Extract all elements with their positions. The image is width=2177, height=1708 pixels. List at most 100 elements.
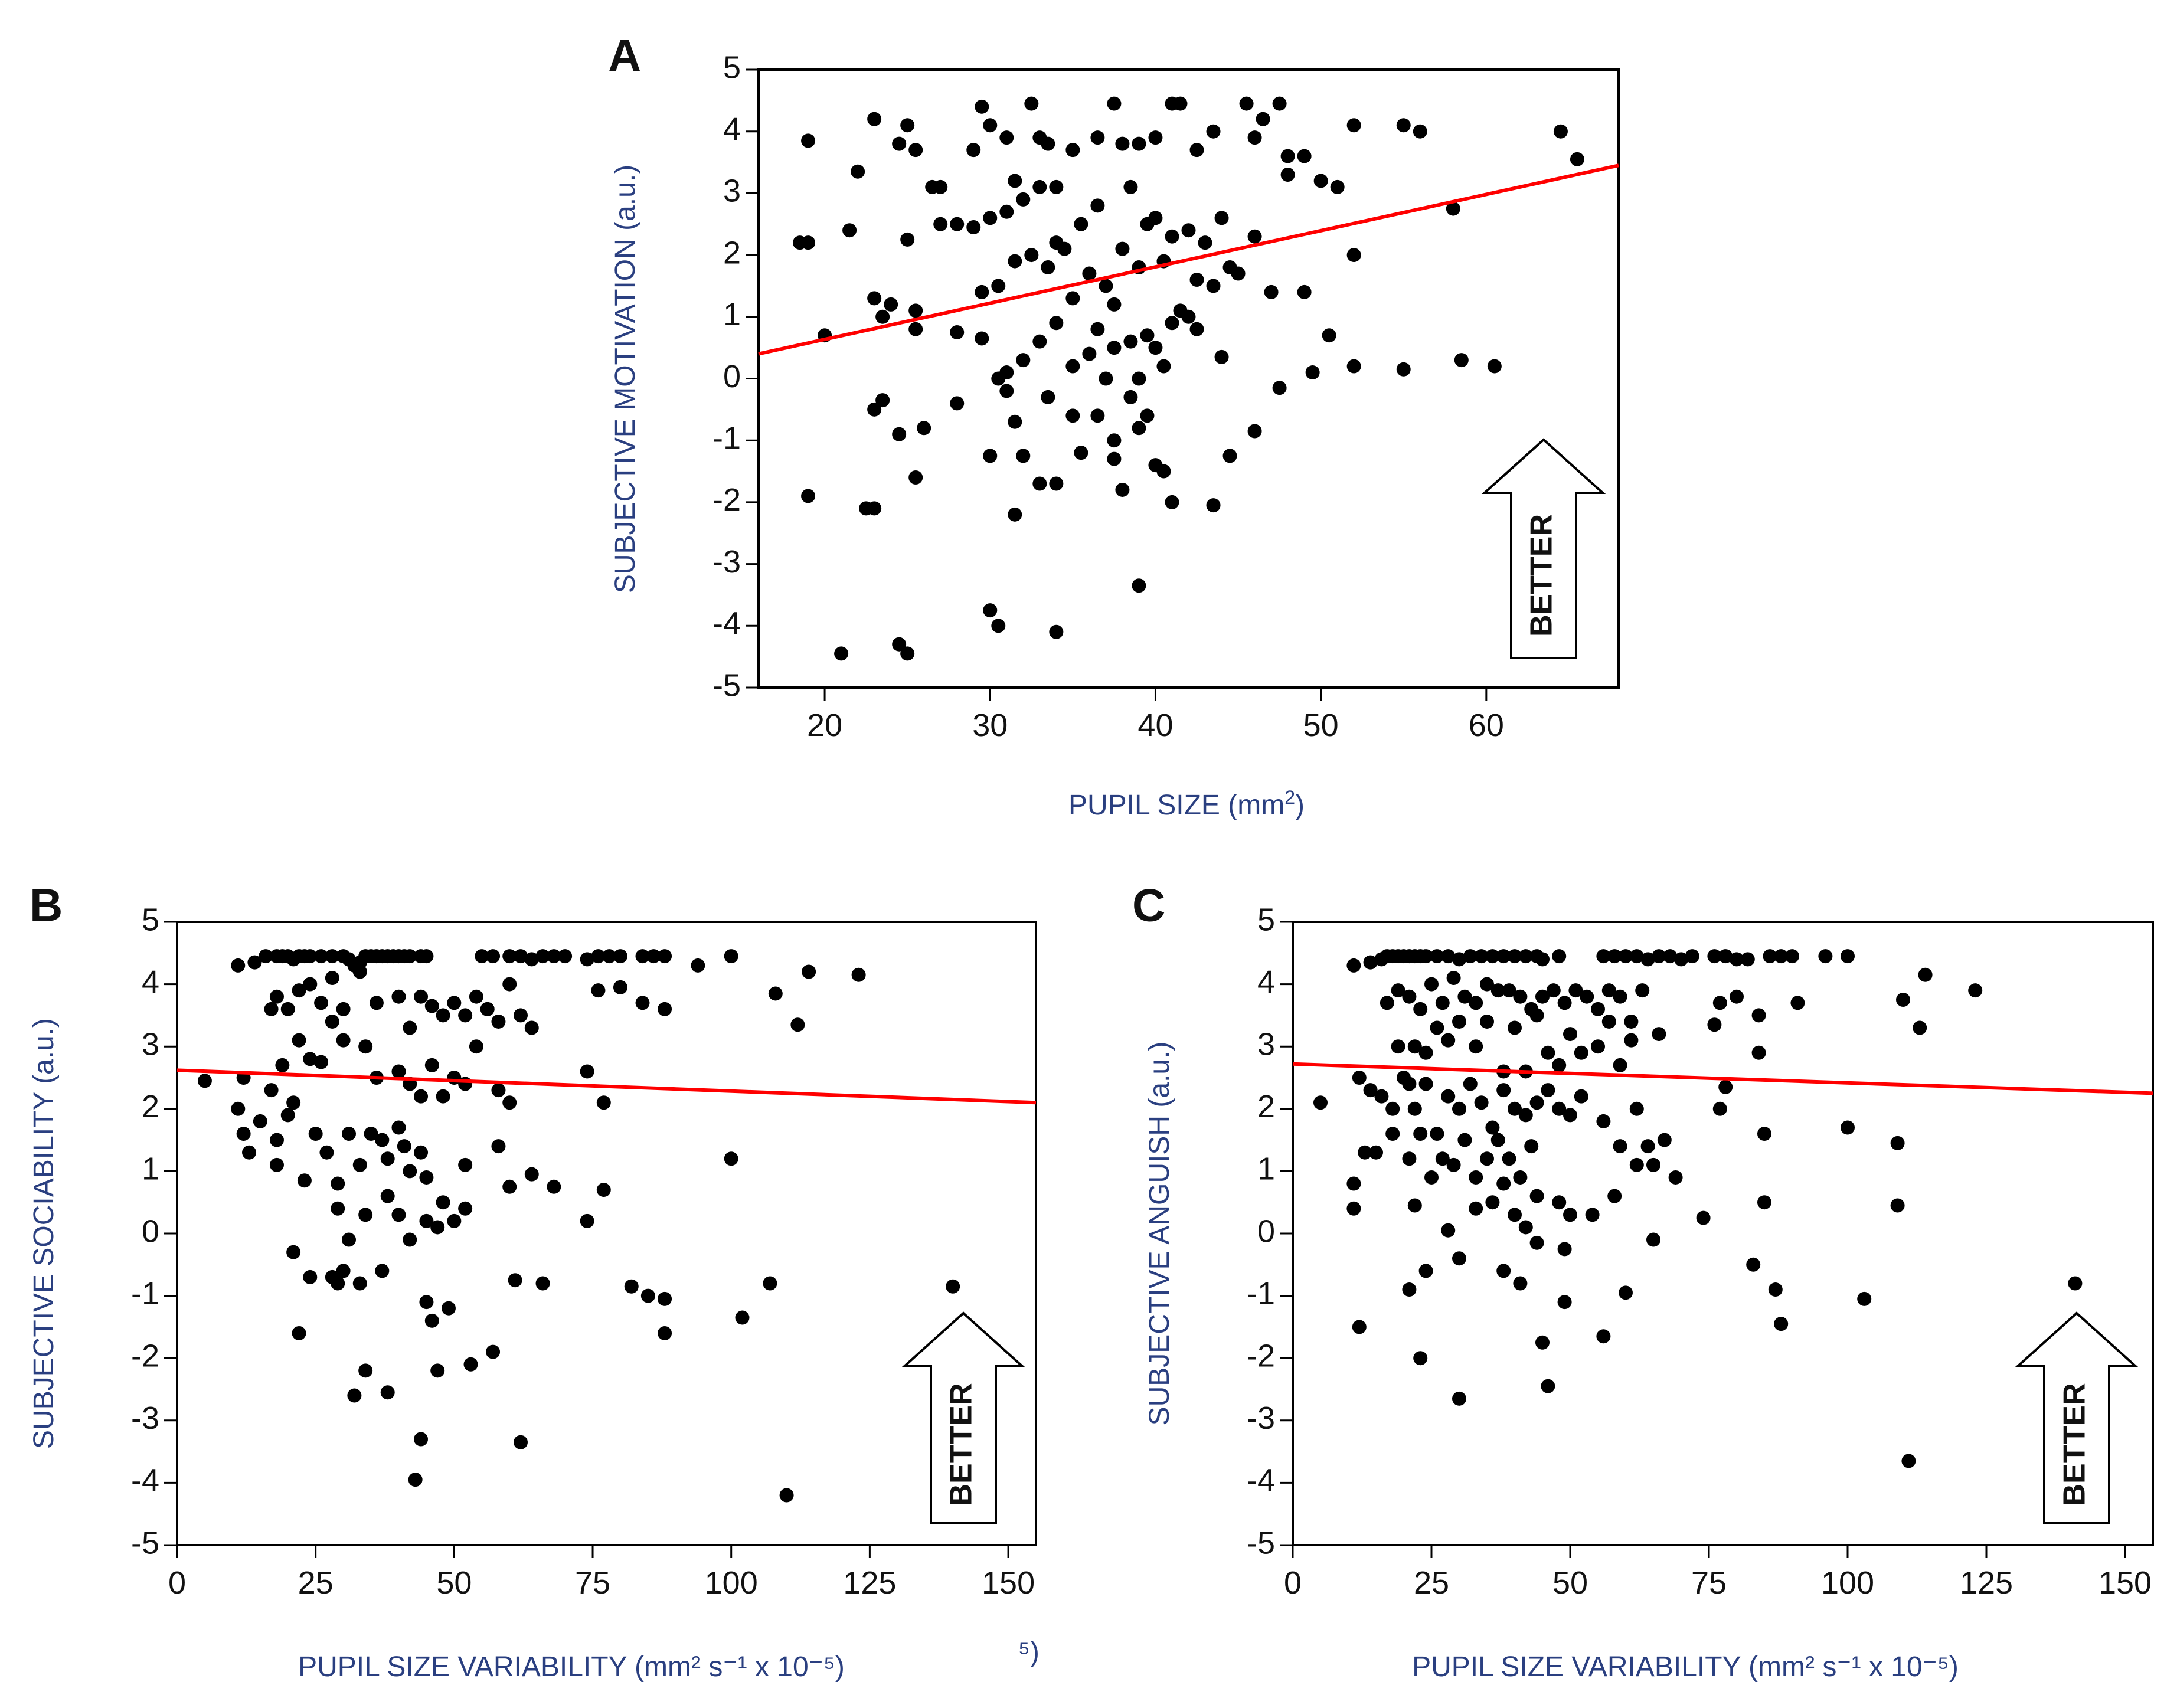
data-point (292, 983, 306, 998)
data-point (1552, 1195, 1567, 1210)
y-axis-title: SUBJECTIVE SOCIABILITY (a.u.) (28, 1018, 60, 1449)
data-point (380, 1151, 395, 1166)
data-point (1247, 229, 1262, 244)
data-point (1613, 989, 1627, 1004)
data-point (1763, 949, 1777, 964)
data-point (802, 964, 816, 979)
data-point (1469, 1039, 1483, 1054)
data-point (1189, 143, 1204, 158)
data-point (286, 1095, 301, 1110)
data-point (430, 1220, 445, 1235)
data-point (1463, 1077, 1478, 1091)
data-point (1890, 1136, 1905, 1150)
data-point (1280, 167, 1295, 182)
data-point (892, 637, 907, 652)
y-tick-label: -5 (712, 668, 741, 703)
data-point (875, 393, 890, 408)
data-point (1206, 124, 1221, 139)
data-point (983, 603, 998, 618)
data-point (1841, 949, 1855, 964)
data-point (1485, 949, 1500, 964)
data-point (1646, 1232, 1660, 1247)
data-point (458, 1008, 473, 1023)
y-tick-label: -2 (712, 482, 741, 518)
data-point (1712, 996, 1727, 1010)
data-point (1132, 136, 1146, 151)
data-point (1363, 1083, 1378, 1098)
data-point (514, 949, 528, 964)
better-arrow-icon: BETTER (1481, 438, 1606, 659)
data-point (1463, 949, 1478, 964)
y-tick-label: -4 (712, 606, 741, 642)
data-point (325, 1014, 339, 1029)
x-tick-label: 30 (972, 708, 1008, 743)
data-point (1918, 967, 1933, 982)
data-point (1485, 1195, 1500, 1210)
x-tick-label: 150 (982, 1565, 1035, 1601)
data-point (403, 1164, 417, 1179)
data-point (547, 1179, 561, 1194)
data-point (580, 1213, 594, 1228)
data-point (1508, 1208, 1522, 1222)
data-point (264, 1002, 279, 1016)
data-point (1198, 235, 1212, 250)
data-point (1140, 408, 1155, 423)
data-point (1446, 1157, 1461, 1172)
data-point (1674, 952, 1688, 967)
data-point (259, 949, 273, 964)
data-point (414, 1432, 429, 1447)
data-point (514, 1435, 528, 1449)
data-point (1469, 1170, 1483, 1185)
data-point (1913, 1020, 1927, 1035)
data-point (917, 421, 931, 436)
better-label: BETTER (1525, 514, 1559, 637)
data-point (950, 396, 965, 411)
data-point (469, 989, 483, 1004)
data-point (1032, 334, 1047, 349)
data-point (1016, 353, 1031, 368)
x-tick-label: 125 (843, 1565, 896, 1601)
data-point (1757, 1127, 1771, 1141)
data-point (430, 1363, 445, 1378)
y-tick-label: -1 (1247, 1276, 1275, 1311)
data-point (975, 284, 989, 299)
x-tick-label: 20 (807, 708, 842, 743)
data-point (768, 986, 783, 1001)
data-point (480, 1002, 495, 1016)
data-point (1297, 149, 1312, 163)
data-point (231, 1101, 246, 1116)
y-tick-label: 3 (1257, 1026, 1275, 1062)
data-point (1132, 421, 1146, 436)
data-point (1629, 949, 1644, 964)
data-point (1529, 1189, 1544, 1203)
data-point (867, 402, 882, 417)
x-axis-title: PUPIL SIZE VARIABILITY (mm² s⁻¹ x 10⁻⁵) (1412, 1651, 1959, 1683)
data-point (1574, 1045, 1588, 1060)
data-point (292, 1033, 306, 1048)
data-point (1441, 1033, 1456, 1048)
data-point (403, 1232, 417, 1247)
data-point (1024, 96, 1039, 111)
y-tick-label: 2 (142, 1089, 159, 1124)
data-point (1074, 217, 1088, 231)
data-point (1513, 989, 1528, 1004)
data-point (1065, 408, 1080, 423)
data-point (966, 143, 981, 158)
data-point (1541, 1045, 1555, 1060)
data-point (801, 235, 816, 250)
data-point (1107, 297, 1122, 312)
x-tick-label: 0 (168, 1565, 186, 1601)
data-point (1624, 1014, 1639, 1029)
data-point (1751, 1008, 1766, 1023)
data-point (391, 1120, 406, 1135)
data-point (558, 949, 573, 964)
data-point (1082, 266, 1097, 281)
data-point (331, 1176, 345, 1191)
data-point (342, 1127, 356, 1141)
data-point (1418, 1077, 1433, 1091)
data-point (1206, 279, 1221, 293)
data-point (1008, 254, 1022, 269)
data-points (793, 96, 1584, 661)
data-point (1613, 1139, 1627, 1154)
